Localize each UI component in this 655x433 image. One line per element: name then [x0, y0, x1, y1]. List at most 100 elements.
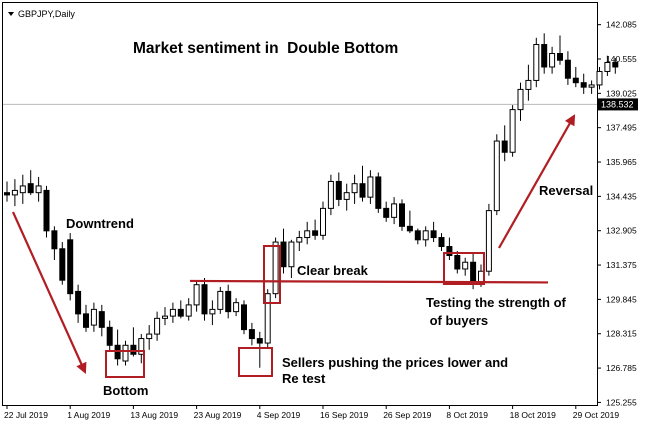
- candle: [154, 311, 161, 341]
- candle-body-up: [327, 180, 334, 209]
- time-tick-label: 13 Aug 2019: [130, 410, 178, 420]
- candle-body-down: [4, 192, 10, 196]
- candle: [209, 300, 216, 326]
- candle-body-down: [130, 344, 137, 355]
- candle-body-down: [580, 82, 587, 88]
- candle-body-up: [533, 44, 540, 81]
- time-tick-label: 18 Oct 2019: [510, 410, 557, 420]
- candle: [612, 57, 619, 74]
- candle: [580, 73, 587, 94]
- candle-body-down: [564, 59, 571, 79]
- time-tick-label: 29 Oct 2019: [573, 410, 620, 420]
- price-tick-label: 125.255: [606, 397, 637, 407]
- candle-body-up: [320, 207, 326, 236]
- candle: [549, 46, 556, 74]
- candle: [406, 210, 413, 234]
- candle: [438, 233, 445, 252]
- candle-body-down: [67, 239, 74, 295]
- candle: [351, 174, 358, 204]
- downtrend-arrow: [11, 211, 87, 375]
- price-tick-label: 142.085: [606, 20, 637, 30]
- candle-body-down: [359, 183, 366, 198]
- candle: [596, 66, 603, 90]
- price-tick-label: 129.845: [606, 294, 637, 304]
- candle: [241, 300, 247, 335]
- price-tick-label: 137.495: [606, 123, 637, 133]
- candle: [43, 185, 50, 238]
- candle: [525, 64, 532, 101]
- candle: [320, 201, 326, 240]
- candle: [509, 105, 516, 157]
- candle: [383, 201, 390, 222]
- candle: [83, 304, 89, 332]
- candle: [454, 251, 461, 274]
- price-tick-label: 139.025: [606, 88, 637, 98]
- candle: [280, 228, 287, 274]
- current-price-tag-bg: [598, 98, 638, 111]
- candle: [75, 284, 82, 323]
- candle-body-up: [90, 308, 97, 326]
- candle-body-down: [572, 77, 579, 84]
- candle-body-up: [462, 261, 469, 270]
- candle: [256, 331, 263, 368]
- price-tick-label: 128.315: [606, 329, 637, 339]
- price-axis: 142.085 140.555 139.025 137.495 135.965 134.4…: [597, 20, 637, 407]
- candle-body-down: [612, 61, 619, 68]
- candle-body-up: [367, 176, 374, 198]
- price-tick-label: 140.555: [606, 54, 637, 64]
- candle-body-down: [383, 207, 390, 218]
- candle: [90, 302, 97, 332]
- candle-body-up: [525, 79, 532, 90]
- candle: [264, 289, 271, 348]
- candle-body-down: [256, 338, 263, 344]
- time-tick-label: 8 Oct 2019: [446, 410, 488, 420]
- current-price-value: 138.532: [601, 99, 634, 109]
- candle: [343, 183, 350, 211]
- time-tick-label: 4 Sep 2019: [257, 410, 301, 420]
- chart-title: Market sentiment in Double Bottom: [133, 40, 398, 57]
- candle: [114, 329, 121, 366]
- candle: [201, 277, 208, 321]
- candle-body-down: [59, 248, 66, 281]
- candle: [4, 181, 10, 202]
- candle: [430, 221, 437, 243]
- time-tick-label: 23 Aug 2019: [194, 410, 242, 420]
- candle-body-down: [470, 261, 477, 283]
- candle: [359, 165, 366, 202]
- candle-body-down: [399, 203, 405, 227]
- candle-body-up: [154, 317, 161, 335]
- dropdown-triangle-icon[interactable]: [8, 12, 14, 16]
- candle-body-down: [98, 311, 105, 328]
- candle-body-down: [414, 230, 421, 241]
- candle: [185, 298, 192, 321]
- time-tick-label: 22 Jul 2019: [4, 410, 48, 420]
- candle: [312, 219, 319, 240]
- candle: [485, 203, 492, 276]
- candle-body-down: [406, 225, 413, 232]
- candle: [130, 327, 137, 357]
- candle-body-up: [19, 185, 26, 194]
- price-tick-label: 134.435: [606, 191, 637, 201]
- candle: [604, 55, 611, 76]
- candle: [122, 340, 129, 366]
- candle: [162, 307, 168, 326]
- candle-body-up: [193, 284, 200, 306]
- candle-body-down: [454, 255, 461, 270]
- candle-body-up: [209, 308, 216, 315]
- candle-body-up: [422, 230, 429, 241]
- plot-frame: [2, 2, 598, 406]
- candle-body-down: [335, 180, 342, 200]
- candle: [67, 233, 74, 301]
- candle-body-up: [391, 203, 398, 218]
- clear-break-box: [263, 245, 281, 304]
- candle: [327, 174, 334, 216]
- candle: [588, 80, 595, 94]
- candle-body-up: [478, 270, 484, 283]
- candle-body-down: [241, 304, 247, 331]
- candle: [517, 82, 524, 121]
- candle: [225, 284, 232, 319]
- candle-body-up: [604, 61, 611, 72]
- candle-body-up: [217, 290, 224, 310]
- candle-body-down: [106, 326, 113, 346]
